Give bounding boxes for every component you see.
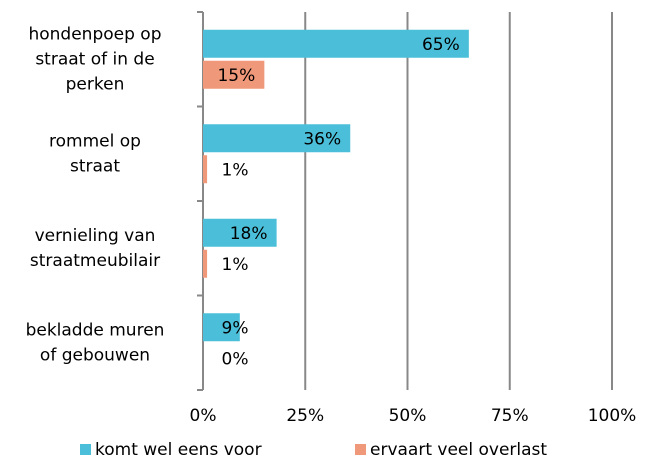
y-tick-label-line: straat [70, 156, 120, 176]
x-tick-label: 100% [588, 406, 637, 426]
value-label: 0% [222, 349, 249, 369]
value-label: 9% [222, 318, 249, 338]
y-tick-label: hondenpoep op straat of in de perken [28, 24, 161, 94]
y-tick-label-line: hondenpoep op [28, 24, 161, 44]
y-tick-label: vernieling van straatmeubilair [30, 226, 160, 271]
value-label: 1% [222, 160, 249, 180]
x-tick-label: 50% [389, 406, 427, 426]
legend-swatch [355, 444, 366, 455]
legend-swatch [80, 444, 91, 455]
bar [203, 60, 265, 89]
value-label: 15% [217, 66, 255, 86]
value-label: 65% [422, 35, 460, 55]
y-tick-label-line: vernieling van [35, 226, 156, 246]
x-tick-label: 0% [190, 406, 217, 426]
value-label: 1% [222, 255, 249, 275]
x-tick-label: 75% [491, 406, 529, 426]
bar [203, 124, 351, 153]
y-tick-label: bekladde muren of gebouwen [26, 320, 165, 365]
y-tick-label-line: of gebouwen [40, 345, 150, 365]
legend-label: komt wel eens voor [95, 440, 262, 459]
legend-label: ervaart veel overlast [370, 440, 547, 459]
y-tick-label-line: straatmeubilair [30, 251, 160, 271]
bar [203, 155, 208, 184]
value-label: 36% [303, 129, 341, 149]
bar [203, 29, 469, 58]
bar [203, 218, 277, 247]
bar [203, 249, 208, 278]
x-tick-label: 25% [286, 406, 324, 426]
y-tick-label: rommel op straat [49, 131, 141, 176]
y-tick-label-line: rommel op [49, 131, 141, 151]
bar [203, 313, 240, 342]
y-tick-label-line: perken [66, 74, 125, 94]
y-tick-label-line: bekladde muren [26, 320, 165, 340]
value-label: 18% [230, 224, 268, 244]
y-tick-label-line: straat of in de [35, 49, 154, 69]
